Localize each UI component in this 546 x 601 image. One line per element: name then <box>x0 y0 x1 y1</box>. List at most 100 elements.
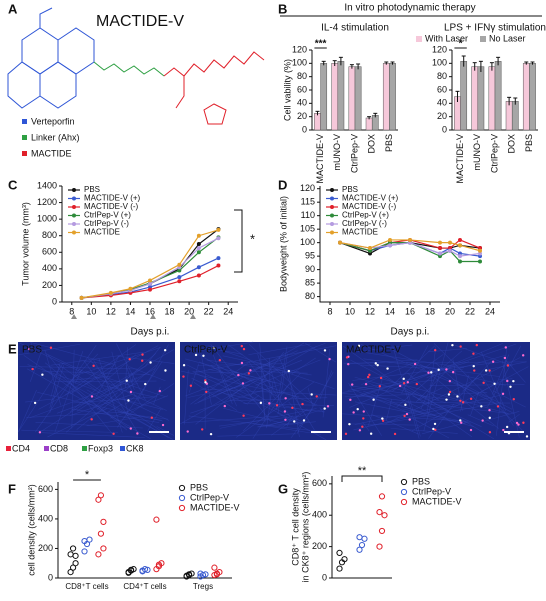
tissue-fiber <box>217 359 303 395</box>
legend-marker <box>330 213 334 218</box>
cell-dot <box>434 428 437 432</box>
cell-dot <box>459 419 462 422</box>
legend-swatch <box>82 446 87 451</box>
x-tick-label: 14 <box>125 306 135 316</box>
tissue-fiber <box>110 395 169 419</box>
point <box>153 516 160 523</box>
cell-dot <box>204 379 207 382</box>
cell-dot <box>344 432 348 436</box>
tissue-fiber <box>453 391 488 395</box>
legend-marker <box>330 205 334 209</box>
tissue-fiber <box>347 379 409 391</box>
point <box>67 551 74 558</box>
tissue-fiber <box>200 388 337 396</box>
y-tick-label: 100 <box>432 58 447 68</box>
tissue-fiber <box>460 375 469 412</box>
tissue-fiber <box>210 344 271 422</box>
x-tick-label: MACTIDE-V <box>455 134 465 184</box>
tissue-fiber <box>180 346 317 425</box>
cell-dot <box>189 384 193 387</box>
cell-dot <box>218 359 222 362</box>
tissue-fiber <box>456 360 492 401</box>
cell-dot <box>212 346 215 350</box>
cell-dot <box>310 393 313 396</box>
point <box>148 278 152 283</box>
peptide <box>163 51 265 77</box>
cell-dot <box>33 401 37 405</box>
x-tick-label: Tregs <box>193 582 213 591</box>
tissue-fiber <box>125 365 135 391</box>
cell-dot <box>451 343 454 347</box>
cell-dot <box>161 423 165 427</box>
tissue-fiber <box>385 357 521 425</box>
tissue-fiber <box>362 422 370 432</box>
y-axis-label: in CK8⁺ regions (cells/mm²) <box>300 472 310 583</box>
legend-marker <box>178 504 186 512</box>
tissue-fiber <box>83 360 107 393</box>
tissue-fiber <box>266 381 274 429</box>
x-tick-label: 20 <box>184 306 194 316</box>
legend-marker <box>330 188 334 192</box>
x-tick-label: mUNO-V <box>472 134 482 171</box>
cell-dot <box>398 384 402 388</box>
ring <box>39 61 77 109</box>
y-axis-label: Tumor volume (mm³) <box>20 202 30 286</box>
tissue-fiber <box>492 390 526 408</box>
tissue-fiber <box>47 354 114 435</box>
x-axis-label: Days p.i. <box>391 327 430 338</box>
point <box>381 512 388 519</box>
point <box>97 492 105 499</box>
tissue-fiber <box>480 374 514 426</box>
tissue-fiber <box>184 370 189 425</box>
tissue-fiber <box>41 432 145 438</box>
legend-label: Foxp3 <box>88 443 113 453</box>
tissue-fiber <box>385 345 436 392</box>
y-tick-label: 110 <box>301 210 315 220</box>
cell-dot <box>381 417 384 420</box>
cell-dot <box>92 364 95 368</box>
annotation: * <box>250 231 255 246</box>
legend-swatch <box>6 446 11 451</box>
tissue-fiber <box>18 389 37 432</box>
proline-ring <box>203 103 227 125</box>
bar <box>389 63 396 131</box>
cell-dot <box>525 435 529 438</box>
chart-title: LPS + IFNγ stimulation <box>444 23 546 34</box>
cell-dot <box>241 382 245 385</box>
tissue-fiber <box>125 394 137 405</box>
structure-drawing <box>7 7 265 125</box>
legend-marker <box>72 205 76 209</box>
cell-dot <box>378 385 382 388</box>
point <box>177 262 182 267</box>
cell-dot <box>512 379 515 383</box>
x-tick-label: CD4⁺T cells <box>123 582 166 591</box>
x-tick-label: 22 <box>204 306 214 316</box>
tissue-fiber <box>132 428 151 440</box>
tissue-fiber <box>208 368 266 382</box>
side-chain <box>175 76 185 109</box>
tissue-fiber <box>296 372 334 435</box>
y-tick-label: 80 <box>297 71 307 81</box>
point <box>388 243 392 248</box>
cell-dot <box>503 356 507 360</box>
cell-dot <box>249 369 252 372</box>
legend-marker <box>178 494 186 502</box>
y-tick-label: 600 <box>312 478 327 488</box>
tissue-fiber <box>26 411 129 418</box>
tissue-fiber <box>191 377 248 405</box>
cell-dot <box>403 414 406 418</box>
linker <box>93 61 165 77</box>
tissue-fiber <box>407 372 429 392</box>
tissue-fiber <box>97 392 118 410</box>
cell-dot <box>415 382 419 386</box>
point <box>211 564 218 571</box>
point <box>448 240 452 245</box>
tissue-fiber <box>247 395 260 404</box>
tissue-fiber <box>125 368 156 385</box>
tissue-fiber <box>435 362 482 406</box>
cell-dot <box>315 395 318 398</box>
tissue-fiber <box>54 350 84 433</box>
cell-dot <box>488 369 491 372</box>
x-tick-label: 16 <box>145 306 155 316</box>
cell-dot <box>480 405 483 408</box>
